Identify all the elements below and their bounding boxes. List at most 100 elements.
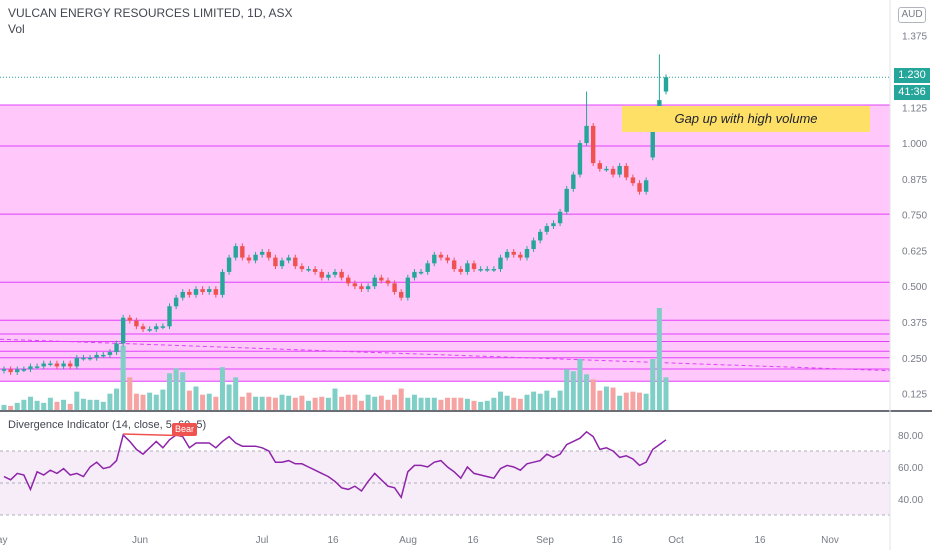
candle-38 bbox=[253, 251, 258, 264]
candle-body bbox=[365, 286, 371, 290]
volume-bar-28 bbox=[186, 390, 192, 410]
volume-bar-23 bbox=[153, 394, 159, 410]
candle-body bbox=[279, 260, 285, 267]
candle-body bbox=[207, 289, 212, 292]
volume-bar-34 bbox=[226, 384, 232, 410]
x-tick-1: Jun bbox=[132, 535, 148, 546]
volume-bar-82 bbox=[544, 390, 550, 410]
candle-body bbox=[233, 246, 238, 258]
annotation-note: Gap up with high volume bbox=[622, 106, 870, 132]
candle-88 bbox=[584, 91, 589, 146]
candle-body bbox=[240, 246, 245, 258]
trendline bbox=[0, 338, 891, 372]
candle-64 bbox=[425, 260, 430, 275]
candle-47 bbox=[312, 266, 318, 275]
volume-bar-49 bbox=[325, 397, 331, 410]
candle-37 bbox=[246, 254, 252, 264]
price-tick-9: 0.250 bbox=[902, 354, 927, 365]
candle-85 bbox=[564, 186, 569, 215]
currency-button[interactable]: AUD bbox=[898, 7, 926, 23]
candle-35 bbox=[233, 243, 238, 261]
candle-75 bbox=[498, 254, 503, 272]
candle-34 bbox=[226, 254, 232, 275]
volume-bar-71 bbox=[471, 400, 477, 410]
candle-3 bbox=[21, 366, 27, 373]
volume-bar-3 bbox=[21, 399, 27, 410]
volume-bar-20 bbox=[133, 393, 139, 410]
volume-bar-14 bbox=[94, 399, 100, 410]
x-tick-7: 16 bbox=[611, 535, 623, 546]
volume-bar-22 bbox=[147, 392, 153, 410]
volume-bar-73 bbox=[484, 400, 490, 410]
x-tick-8: Oct bbox=[668, 535, 684, 546]
candle-body bbox=[590, 125, 596, 164]
candle-36 bbox=[240, 243, 245, 261]
candle-40 bbox=[266, 249, 271, 261]
candle-body bbox=[312, 269, 318, 272]
candle-17 bbox=[114, 340, 119, 355]
candle-body bbox=[213, 289, 219, 295]
volume-bar-0 bbox=[1, 404, 7, 410]
volume-bar-26 bbox=[173, 368, 179, 410]
x-tick-6: Sep bbox=[536, 535, 554, 546]
candle-body bbox=[246, 257, 252, 261]
candle-83 bbox=[551, 220, 556, 229]
candle-body bbox=[346, 277, 351, 284]
candle-56 bbox=[372, 274, 377, 290]
candle-body bbox=[584, 125, 589, 144]
candle-90 bbox=[597, 160, 602, 172]
candle-60 bbox=[399, 289, 404, 301]
candle-25 bbox=[167, 303, 172, 330]
volume-bar-2 bbox=[14, 402, 20, 410]
price-tick-6: 0.625 bbox=[902, 246, 927, 257]
volume-bar-79 bbox=[524, 394, 530, 410]
volume-bar-75 bbox=[498, 391, 503, 410]
candle-body bbox=[624, 165, 629, 178]
candle-55 bbox=[365, 283, 371, 292]
candle-body bbox=[405, 277, 411, 298]
candle-91 bbox=[604, 165, 609, 172]
volume-bar-46 bbox=[306, 400, 312, 410]
candle-body bbox=[432, 254, 437, 264]
price-tick-4: 0.875 bbox=[902, 175, 927, 186]
candle-6 bbox=[41, 360, 46, 370]
x-tick-0: May bbox=[0, 535, 7, 546]
candle-body bbox=[15, 369, 20, 373]
volume-label: Vol bbox=[8, 22, 25, 36]
candle-84 bbox=[557, 208, 563, 227]
candle-11 bbox=[74, 354, 80, 370]
volume-bar-72 bbox=[478, 401, 484, 410]
x-tick-9: 16 bbox=[754, 535, 766, 546]
candle-69 bbox=[458, 266, 463, 275]
candle-body bbox=[352, 283, 358, 287]
volume-bar-77 bbox=[511, 397, 517, 410]
candle-body bbox=[538, 231, 543, 241]
volume-bar-5 bbox=[34, 400, 40, 410]
candle-body bbox=[127, 317, 132, 321]
candle-body bbox=[253, 254, 258, 261]
volume-bar-29 bbox=[193, 386, 199, 410]
indicator-label: Divergence Indicator (14, close, 5, 60, … bbox=[8, 419, 207, 431]
candle-49 bbox=[326, 271, 331, 281]
candle-body bbox=[41, 363, 46, 367]
candle-body bbox=[359, 286, 364, 290]
volume-bar-33 bbox=[219, 367, 225, 410]
candle-0 bbox=[1, 366, 7, 374]
volume-bar-37 bbox=[246, 392, 252, 410]
candle-68 bbox=[451, 257, 457, 272]
candle-50 bbox=[332, 269, 338, 278]
candle-body bbox=[650, 125, 655, 158]
candle-100 bbox=[663, 74, 669, 95]
candle-body bbox=[114, 343, 119, 353]
chart-title: VULCAN ENERGY RESOURCES LIMITED, 1D, ASX bbox=[8, 6, 293, 20]
x-tick-2: Jul bbox=[256, 535, 269, 546]
candle-body bbox=[48, 363, 53, 366]
volume-bar-94 bbox=[623, 392, 629, 410]
volume-bar-67 bbox=[445, 397, 451, 410]
volume-bar-74 bbox=[491, 397, 497, 410]
candle-body bbox=[107, 352, 113, 355]
candle-2 bbox=[15, 366, 20, 375]
volume-bar-21 bbox=[140, 394, 146, 410]
candle-27 bbox=[180, 289, 185, 301]
